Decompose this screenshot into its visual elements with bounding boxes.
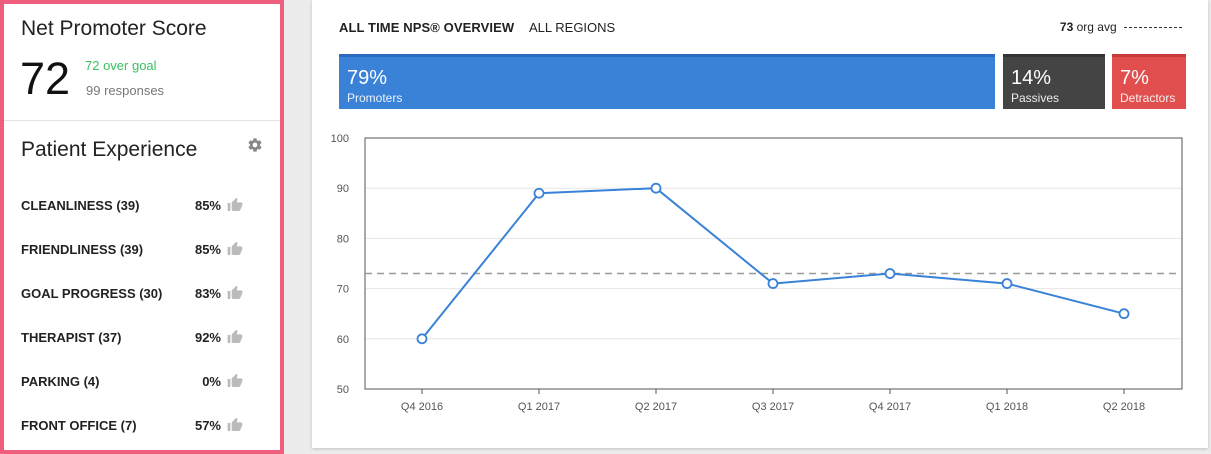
nps-title: Net Promoter Score xyxy=(21,17,207,40)
x-tick-label: Q4 2016 xyxy=(401,401,443,413)
overview-title: ALL TIME NPS® OVERVIEW xyxy=(339,20,515,35)
patient-experience-title: Patient Experience xyxy=(21,138,198,161)
nps-line-chart: 100 90 80 70 60 50 Q4 2016 Q1 2017 Q2 2017 Q3 201… xyxy=(331,133,1183,413)
left-panel: Net Promoter Score 72 72 over goal 99 re… xyxy=(0,0,284,454)
y-tick-label: 80 xyxy=(337,233,349,245)
metric-percent: 57% xyxy=(194,418,221,433)
metric-row-friendliness: FRIENDLINESS (39) 85% xyxy=(21,241,243,262)
detractors-percent: 7% xyxy=(1120,67,1149,89)
promoters-percent: 79% xyxy=(347,67,388,89)
metric-percent: 0% xyxy=(202,374,221,389)
metric-label: FRIENDLINESS (39) xyxy=(21,242,144,257)
metric-row-cleanliness: CLEANLINESS (39) 85% xyxy=(21,197,243,218)
org-avg-value: 73 xyxy=(1059,20,1074,34)
metric-percent: 83% xyxy=(194,286,221,301)
y-tick-label: 60 xyxy=(337,334,349,346)
data-point xyxy=(884,268,896,279)
nps-overview-card: ALL TIME NPS® OVERVIEW ALL REGIONS 73 or… xyxy=(312,0,1208,448)
nps-over-goal: 72 over goal xyxy=(85,58,157,73)
passives-bar: 14% Passives xyxy=(1003,54,1105,109)
thumbs-up-icon xyxy=(227,197,243,211)
nps-score: 72 xyxy=(20,53,71,104)
metric-label: CLEANLINESS (39) xyxy=(21,198,140,213)
metric-row-parking: PARKING (4) 0% xyxy=(21,373,243,394)
org-avg-dash-sample xyxy=(1124,27,1182,29)
data-point xyxy=(416,333,428,345)
metric-percent: 92% xyxy=(194,330,221,345)
metric-label: GOAL PROGRESS (30) xyxy=(21,286,163,301)
x-tick-label: Q3 2017 xyxy=(752,401,794,413)
thumbs-up-icon xyxy=(227,329,243,343)
x-tick-label: Q2 2017 xyxy=(635,401,677,413)
metric-label: PARKING (4) xyxy=(21,374,100,389)
passives-percent: 14% xyxy=(1011,67,1052,89)
region-selector[interactable]: ALL REGIONS xyxy=(529,20,616,35)
metric-row-goal-progress: GOAL PROGRESS (30) 83% xyxy=(21,285,243,306)
thumbs-up-icon xyxy=(227,241,243,255)
data-point xyxy=(1001,278,1013,289)
thumbs-up-icon xyxy=(227,285,243,299)
y-tick-label: 50 xyxy=(337,384,349,396)
detractors-label: Detractors xyxy=(1120,91,1176,105)
plot-frame xyxy=(364,137,1183,390)
gear-icon[interactable] xyxy=(247,137,263,153)
data-point xyxy=(533,187,545,199)
metric-percent: 85% xyxy=(194,198,221,213)
thumbs-up-icon xyxy=(227,417,243,431)
thumbs-up-icon xyxy=(227,373,243,387)
metric-label: FRONT OFFICE (7) xyxy=(21,418,137,433)
metric-row-front-office: FRONT OFFICE (7) 57% xyxy=(21,417,243,438)
y-tick-label: 90 xyxy=(337,183,349,195)
y-tick-label: 70 xyxy=(337,284,349,296)
x-tick-label: Q1 2018 xyxy=(986,401,1028,413)
nps-series-line xyxy=(421,187,1125,340)
metric-label: THERAPIST (37) xyxy=(21,330,122,345)
metric-percent: 85% xyxy=(194,242,221,257)
data-point xyxy=(767,278,779,289)
detractors-bar: 7% Detractors xyxy=(1112,54,1186,109)
x-tick-label: Q1 2017 xyxy=(518,401,560,413)
promoters-label: Promoters xyxy=(347,91,403,105)
x-tick-label: Q2 2018 xyxy=(1103,401,1145,413)
promoters-bar: 79% Promoters xyxy=(339,54,995,109)
nps-responses: 99 responses xyxy=(86,83,165,98)
data-point xyxy=(650,182,662,194)
org-avg-legend: 73 org avg xyxy=(1060,20,1182,34)
data-point xyxy=(1118,308,1130,320)
passives-label: Passives xyxy=(1011,91,1060,105)
x-tick-label: Q4 2017 xyxy=(869,401,911,413)
nps-summary: Net Promoter Score 72 72 over goal 99 re… xyxy=(4,4,280,121)
org-avg-label: org avg xyxy=(1076,20,1117,34)
metric-row-therapist: THERAPIST (37) 92% xyxy=(21,329,243,350)
y-tick-label: 100 xyxy=(331,133,349,145)
